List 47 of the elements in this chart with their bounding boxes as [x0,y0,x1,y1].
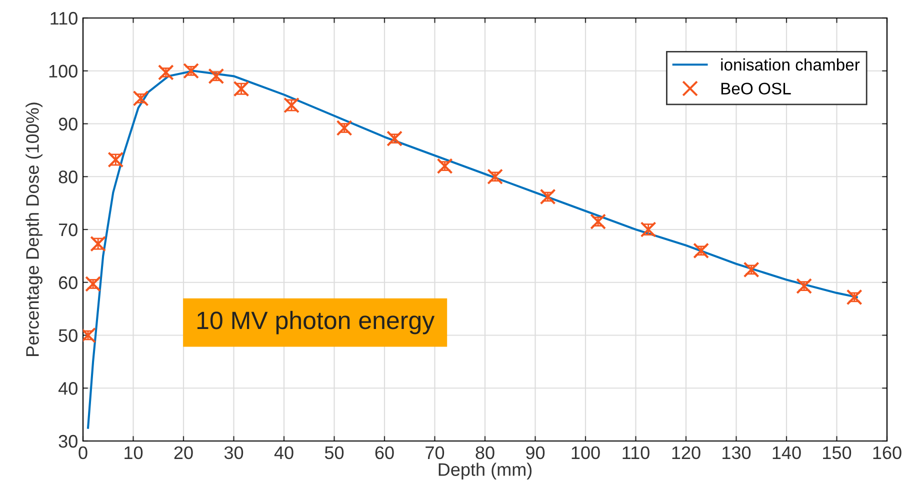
legend-label: BeO OSL [721,82,791,94]
point [436,158,453,174]
x-tick-label: 110 [622,446,650,460]
point [132,90,149,106]
x-tick-label: 130 [722,446,751,460]
x-tick-label: 60 [375,446,394,460]
y-tick-label: 100 [49,64,78,78]
x-axis-title: Depth (mm) [438,462,532,480]
point [336,120,352,136]
x-tick-label: 90 [526,446,545,460]
x-tick-label: 50 [324,446,344,460]
point [796,278,812,294]
point [208,68,224,84]
point [590,214,606,230]
x-tick-label: 0 [78,446,88,460]
y-tick-label: 30 [58,434,78,448]
point [540,188,556,205]
point [487,168,504,185]
x-tick-label: 20 [174,446,193,460]
line-series [86,70,858,429]
y-tick-label: 40 [58,382,78,395]
legend-label: ionisation chamber [721,58,860,71]
point [158,64,174,80]
x-tick-label: 150 [823,446,852,460]
y-tick-label: 110 [50,12,78,25]
x-tick-label: 30 [224,446,244,460]
y-tick-label: 70 [58,223,78,236]
x-tick-label: 100 [572,446,600,460]
y-tick-label: 50 [58,329,78,342]
annotation: 10 MV photon energy [197,310,435,334]
point [183,62,200,79]
y-tick-label: 90 [58,118,78,130]
point [386,130,403,147]
point [846,289,862,306]
x-tick-label: 10 [124,446,143,460]
point [85,276,102,292]
x-tick-label: 120 [672,446,700,460]
x-tick-label: 80 [476,446,494,460]
x-tick-label: 70 [426,446,444,460]
x-tick-label: 40 [274,446,294,460]
x-tick-label: 160 [873,446,902,460]
y-tick-label: 60 [58,276,78,290]
y-tick-label: 80 [58,170,78,184]
y-axis-title: Percentage Depth Dose (100%) [26,102,42,356]
point [693,242,710,259]
x-tick-label: 140 [772,446,801,460]
point [743,262,760,278]
